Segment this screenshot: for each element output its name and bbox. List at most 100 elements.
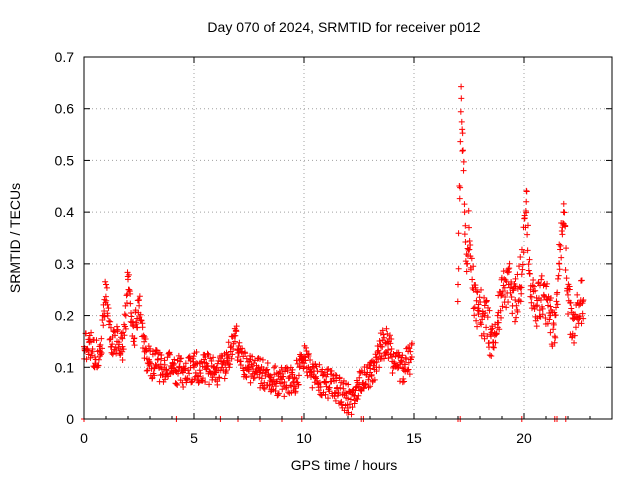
data-point [290, 379, 296, 386]
data-point [374, 342, 381, 349]
data-point [169, 364, 175, 371]
data-point [158, 352, 165, 359]
data-point [556, 241, 563, 248]
data-point [274, 378, 281, 385]
data-point [531, 306, 538, 313]
data-point [235, 342, 242, 349]
data-point [97, 341, 104, 348]
data-point [523, 198, 530, 205]
x-tick-label: 5 [190, 430, 198, 446]
data-point [458, 95, 465, 102]
data-point [222, 362, 229, 369]
data-point [388, 345, 395, 352]
data-point [264, 359, 271, 366]
data-point [120, 346, 127, 353]
data-point [206, 381, 213, 388]
data-point [530, 277, 537, 283]
data-point [367, 383, 374, 390]
data-point [243, 355, 250, 362]
data-point [259, 356, 266, 363]
data-point [106, 321, 113, 328]
data-point [466, 238, 473, 245]
data-point [474, 323, 481, 330]
data-point [481, 294, 488, 301]
data-point [524, 222, 531, 229]
data-point [456, 195, 463, 202]
data-point [542, 314, 549, 321]
data-point [328, 378, 335, 385]
data-point [205, 351, 212, 358]
data-point [236, 339, 243, 346]
data-point [408, 353, 415, 360]
data-point [233, 323, 240, 330]
data-point [407, 348, 414, 355]
data-point [86, 338, 93, 345]
data-point [166, 351, 173, 358]
data-point [520, 249, 527, 256]
data-point [136, 302, 143, 309]
data-point [519, 261, 526, 268]
data-point [207, 355, 214, 362]
data-point [256, 374, 263, 381]
data-point [221, 375, 228, 382]
data-point [332, 397, 339, 404]
data-point [460, 158, 467, 165]
data-point [558, 254, 565, 261]
data-point [151, 372, 158, 379]
data-point [354, 396, 361, 403]
data-point [484, 314, 491, 321]
data-point [123, 292, 130, 299]
data-point [131, 335, 138, 342]
axis-ticks: 0 5 10 15 20 0 0.1 0.2 0.3 0.4 0.5 0.6 0.7 [55, 49, 612, 446]
data-point [512, 318, 519, 325]
data-point [494, 312, 501, 319]
data-point [145, 343, 152, 350]
data-point [283, 384, 290, 391]
data-point [107, 318, 114, 325]
data-point [466, 246, 473, 253]
data-point [182, 360, 189, 367]
data-point [385, 355, 392, 362]
data-point [174, 382, 181, 389]
data-point [502, 294, 509, 301]
data-point [100, 322, 107, 329]
data-point [514, 308, 521, 315]
data-point [318, 392, 325, 399]
data-point [528, 299, 535, 306]
data-point [312, 374, 318, 381]
data-point [224, 359, 230, 366]
data-point [499, 303, 506, 310]
data-point [455, 230, 462, 237]
data-point [499, 291, 505, 298]
data-point [305, 350, 312, 357]
data-point [463, 260, 470, 267]
data-point [127, 300, 134, 307]
data-point [243, 374, 250, 381]
data-point [481, 302, 488, 309]
data-point [547, 295, 554, 302]
y-tick-label: 0 [66, 411, 74, 427]
data-point [400, 364, 406, 371]
data-point [523, 188, 530, 195]
data-point [137, 311, 144, 318]
data-point [190, 353, 197, 360]
y-tick-label: 0.2 [55, 308, 75, 324]
data-point [501, 284, 508, 291]
data-point [549, 343, 556, 350]
data-point [143, 367, 150, 374]
data-point [505, 281, 512, 288]
data-point [473, 288, 480, 295]
y-axis-label: SRMTID / TECUs [7, 183, 23, 293]
data-point [309, 384, 316, 391]
data-point [384, 330, 391, 337]
data-point [301, 353, 307, 360]
data-point [367, 369, 373, 376]
data-point [558, 228, 565, 235]
data-point [461, 201, 468, 208]
data-point [488, 329, 495, 336]
data-point [470, 263, 477, 270]
data-point [499, 288, 506, 295]
data-point [322, 391, 329, 398]
data-point [264, 366, 271, 373]
data-point [566, 286, 573, 293]
